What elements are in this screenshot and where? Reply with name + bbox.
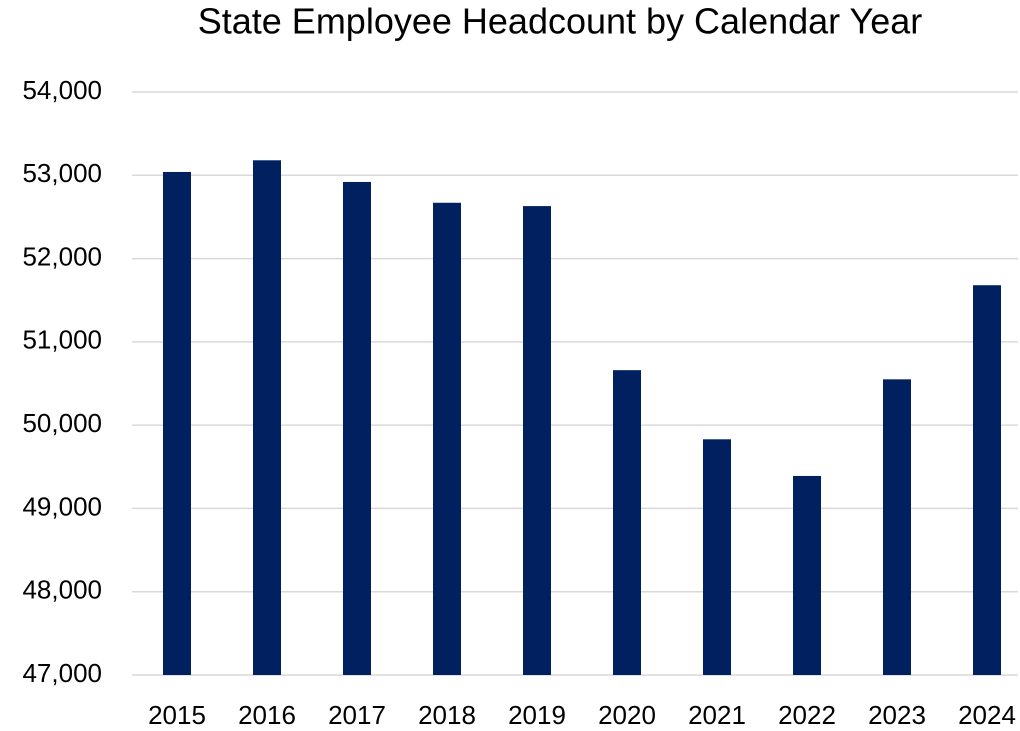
- x-tick-label: 2020: [598, 700, 656, 730]
- bar: [703, 439, 731, 675]
- y-tick-label: 54,000: [22, 75, 102, 105]
- x-tick-label: 2023: [868, 700, 926, 730]
- bar: [793, 475, 821, 675]
- x-tick-label: 2017: [328, 700, 386, 730]
- bar: [343, 181, 371, 675]
- x-tick-label: 2015: [148, 700, 206, 730]
- x-tick-label: 2024: [958, 700, 1016, 730]
- x-tick-label: 2016: [238, 700, 296, 730]
- x-tick-label: 2021: [688, 700, 746, 730]
- y-tick-label: 47,000: [22, 658, 102, 688]
- bar: [973, 285, 1001, 675]
- x-tick-label: 2022: [778, 700, 836, 730]
- bar: [163, 171, 191, 675]
- bar: [253, 160, 281, 675]
- bar: [523, 206, 551, 675]
- y-tick-label: 50,000: [22, 408, 102, 438]
- y-tick-label: 49,000: [22, 491, 102, 521]
- y-tick-label: 48,000: [22, 575, 102, 605]
- y-tick-label: 51,000: [22, 325, 102, 355]
- x-tick-label: 2019: [508, 700, 566, 730]
- x-tick-label: 2018: [418, 700, 476, 730]
- bar: [883, 379, 911, 675]
- bar: [433, 202, 461, 675]
- y-tick-label: 52,000: [22, 241, 102, 271]
- chart-title: State Employee Headcount by Calendar Yea…: [198, 1, 922, 42]
- bar: [613, 370, 641, 675]
- y-tick-label: 53,000: [22, 158, 102, 188]
